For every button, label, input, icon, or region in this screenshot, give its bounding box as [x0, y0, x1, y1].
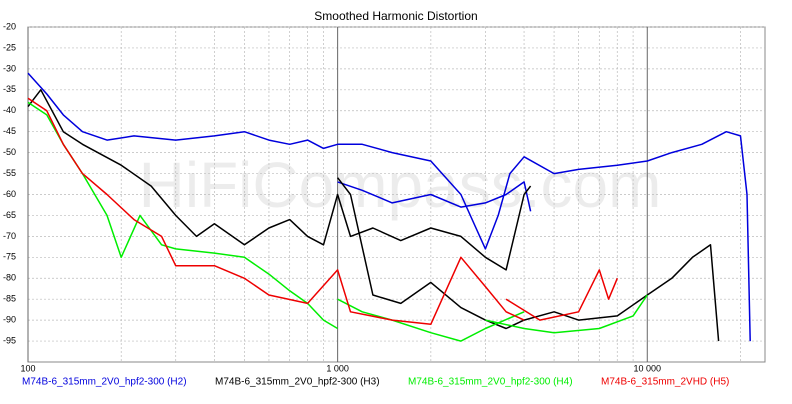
y-tick-label: -70: [3, 231, 16, 241]
legend-label: M74B-6_315mm_2V0_hpf2-300 (H2): [22, 377, 187, 388]
x-tick-label: 10 000: [634, 363, 662, 373]
y-tick-label: -55: [3, 168, 16, 178]
series-line: [27, 97, 618, 326]
watermark: HiFiCompass.com: [139, 149, 662, 221]
x-tick-label: 100: [20, 363, 35, 373]
chart-title: Smoothed Harmonic Distortion: [314, 9, 477, 23]
y-tick-label: -45: [3, 126, 16, 136]
y-tick-label: -85: [3, 294, 16, 304]
y-tick-label: -60: [3, 189, 16, 199]
y-tick-label: -90: [3, 315, 16, 325]
legend-label: M74B-6_315mm_2V0_hpf2-300 (H3): [215, 377, 380, 388]
y-tick-label: -95: [3, 335, 16, 345]
legend-label: M74B-6_315mm_2V0_hpf2-300 (H4): [408, 377, 573, 388]
x-tick-label: 1 000: [326, 363, 349, 373]
series-line: [27, 72, 751, 342]
y-tick-label: -80: [3, 273, 16, 283]
legend-label: M74B-6_315mm_2VHD (H5): [601, 377, 729, 388]
y-tick-label: -35: [3, 84, 16, 94]
y-tick-label: -65: [3, 210, 16, 220]
y-tick-label: -20: [3, 21, 16, 31]
y-tick-label: -25: [3, 42, 16, 52]
y-tick-label: -75: [3, 252, 16, 262]
y-tick-label: -30: [3, 63, 16, 73]
y-tick-label: -40: [3, 105, 16, 115]
y-tick-label: -50: [3, 147, 16, 157]
